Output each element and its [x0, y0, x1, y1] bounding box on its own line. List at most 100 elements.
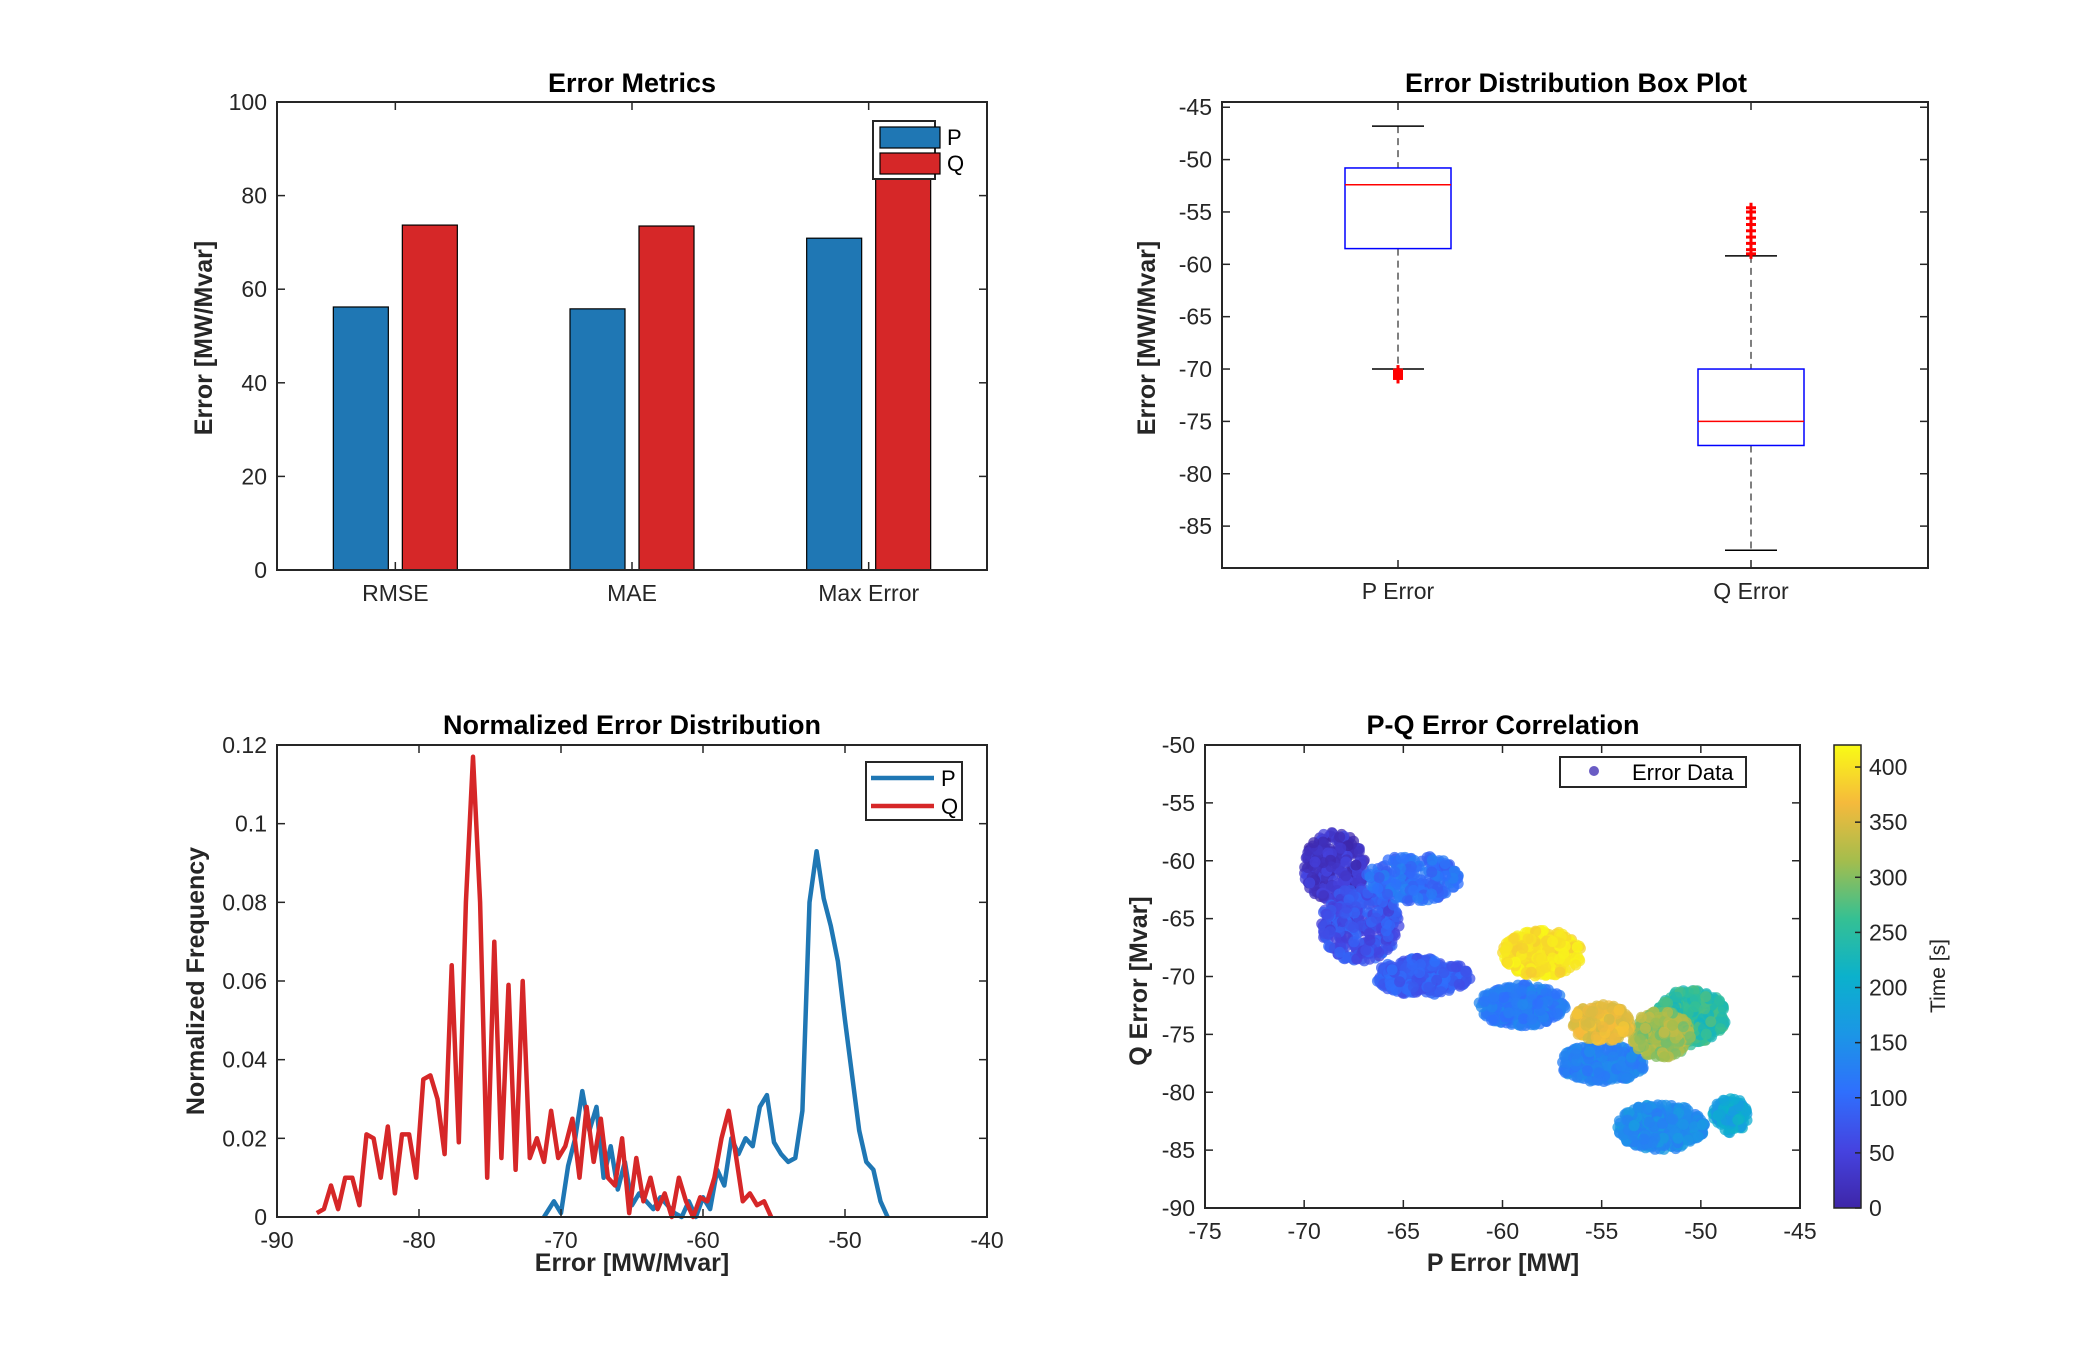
scatter-point	[1540, 987, 1552, 999]
scatter-point	[1732, 1114, 1744, 1126]
scatter-point	[1628, 1119, 1640, 1131]
scatter-point	[1407, 981, 1419, 993]
scatter-point	[1394, 976, 1406, 988]
scatter-point	[1360, 944, 1372, 956]
scatter-point	[1389, 866, 1401, 878]
scatter-point	[1637, 1062, 1649, 1074]
y-tick-label: 0.04	[222, 1047, 267, 1073]
y-tick-label: -50	[1162, 732, 1195, 758]
scatter-point	[1507, 933, 1519, 944]
y-tick-label: 0.02	[222, 1125, 267, 1151]
y-tick-label: 0	[254, 1204, 267, 1230]
scatter-point	[1619, 1071, 1631, 1083]
scatter-point	[1643, 1116, 1655, 1128]
bar-p	[806, 237, 863, 571]
scatter-point	[1364, 871, 1376, 883]
colorbar-tick-label: 200	[1869, 975, 1907, 1001]
legend-label: Error Data	[1632, 760, 1734, 785]
scatter-point	[1609, 1032, 1621, 1044]
scatter-point	[1343, 894, 1355, 906]
scatter-point	[1573, 1027, 1585, 1039]
scatter-point	[1439, 858, 1451, 870]
scatter-point	[1435, 986, 1447, 998]
boxes	[1344, 125, 1805, 551]
legend-box	[865, 761, 963, 821]
scatter-point	[1501, 956, 1513, 968]
legend-label-q: Q	[947, 151, 964, 176]
legend-label-q: Q	[941, 794, 958, 819]
scatter-point	[1714, 1023, 1726, 1035]
bars	[332, 159, 932, 571]
colorbar-tick-label: 250	[1869, 919, 1907, 945]
x-tick-label: Max Error	[818, 580, 919, 606]
axes: 0 20 40 60 80 100 RMSE MAE Max Error	[229, 89, 988, 606]
scatter-point	[1638, 1133, 1650, 1145]
normalized-distribution-chart: Normalized Error Distribution Error [MW/…	[182, 710, 1004, 1277]
x-tick-label: -80	[402, 1227, 435, 1253]
scatter-point	[1503, 1007, 1515, 1019]
scatter-point	[1453, 978, 1465, 990]
scatter-point	[1486, 1014, 1498, 1026]
legend: Error Data	[1559, 756, 1747, 788]
bar-q	[638, 225, 695, 571]
x-tick-label: -70	[1288, 1218, 1321, 1244]
scatter-point	[1372, 883, 1384, 894]
y-tick-label: -80	[1179, 461, 1212, 487]
x-tick-label: -40	[970, 1227, 1003, 1253]
scatter-point	[1446, 960, 1458, 972]
scatter-point	[1460, 965, 1472, 977]
scatter-point	[1641, 1103, 1652, 1114]
x-tick-label: -50	[1684, 1218, 1717, 1244]
scatter-point	[1658, 1026, 1670, 1038]
y-tick-label: 0.12	[222, 732, 267, 758]
scatter-point	[1438, 967, 1450, 979]
scatter-point	[1426, 866, 1438, 878]
scatter-point	[1705, 1016, 1717, 1028]
scatter-point	[1415, 874, 1427, 886]
scatter-point	[1587, 1005, 1599, 1017]
scatter-point	[1597, 999, 1609, 1011]
bar-p	[569, 308, 626, 571]
scatter-point	[1536, 953, 1547, 965]
scatter-point	[1391, 911, 1402, 923]
y-tick-label: 20	[241, 463, 267, 489]
scatter-point	[1719, 1095, 1731, 1106]
colorbar-label: Time [s]	[1927, 939, 1950, 1013]
y-tick-label: -80	[1162, 1079, 1195, 1105]
scatter-point	[1382, 888, 1393, 900]
scatter-point	[1658, 1051, 1670, 1063]
scatter-point	[1662, 997, 1674, 1009]
pq-correlation-chart: P-Q Error Correlation P Error [MW] Q Err…	[1125, 710, 1950, 1277]
scatter-point	[1406, 959, 1418, 971]
scatter-point	[1308, 837, 1320, 849]
scatter-point	[1662, 1006, 1674, 1018]
y-tick-label: -55	[1179, 199, 1212, 225]
y-tick-label: -70	[1179, 356, 1212, 382]
scatter-point	[1532, 998, 1544, 1010]
scatter-point	[1381, 918, 1392, 929]
scatter-point	[1682, 1134, 1694, 1146]
scatter-point	[1635, 1011, 1647, 1023]
scatter-point	[1309, 856, 1321, 868]
scatter-point	[1615, 1060, 1627, 1072]
y-tick-label: -45	[1179, 94, 1212, 120]
scatter-point	[1559, 1067, 1571, 1078]
scatter-points	[1299, 827, 1753, 1155]
scatter-point	[1526, 990, 1538, 1002]
lines	[315, 754, 890, 1220]
scatter-point	[1335, 842, 1347, 854]
scatter-point	[1517, 999, 1529, 1010]
scatter-point	[1382, 854, 1394, 866]
scatter-point	[1625, 1051, 1637, 1063]
scatter-point	[1692, 1131, 1704, 1143]
scatter-point	[1373, 872, 1385, 883]
scatter-point	[1351, 953, 1363, 965]
scatter-point	[1415, 959, 1426, 970]
y-tick-label: 40	[241, 370, 267, 396]
y-tick-label: -85	[1162, 1137, 1195, 1163]
y-tick-label: 60	[241, 276, 267, 302]
y-tick-label: -50	[1179, 147, 1212, 173]
legend-label-p: P	[947, 125, 962, 150]
scatter-point	[1390, 878, 1402, 890]
y-tick-label: -75	[1162, 1021, 1195, 1047]
